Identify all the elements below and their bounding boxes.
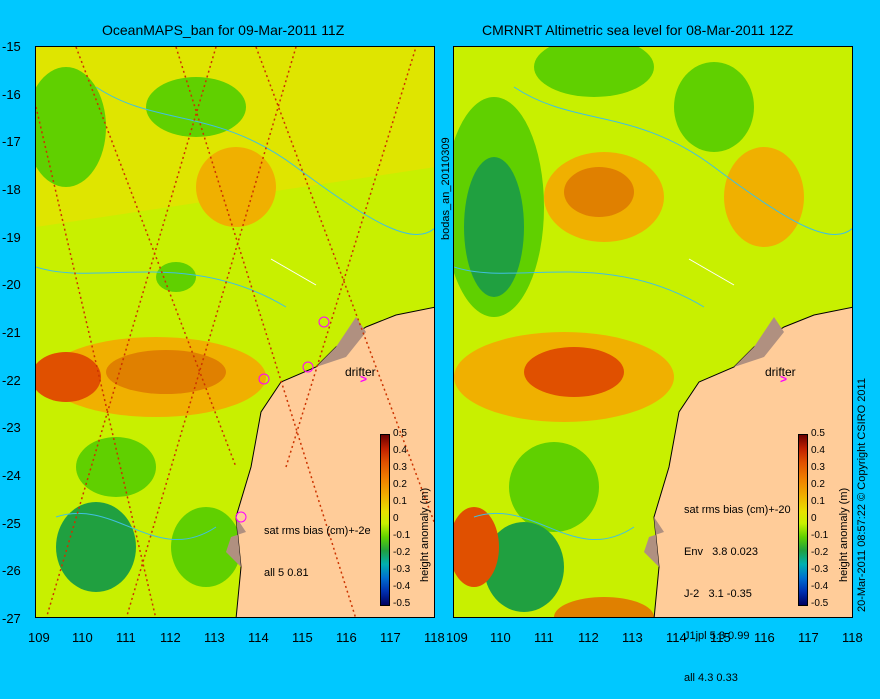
- lon-tick-left: 114: [248, 630, 269, 645]
- left-map-title: OceanMAPS_ban for 09-Mar-2011 11Z: [102, 22, 345, 38]
- left-colorbar-tick: 0.2: [393, 479, 407, 490]
- right-map-svg: [454, 47, 852, 617]
- right-colorbar-label: height anomaly (m): [838, 487, 850, 582]
- left-colorbar-tick: 0: [393, 513, 399, 524]
- right-map-title: CMRNRT Altimetric sea level for 08-Mar-2…: [482, 22, 794, 38]
- lat-tick: -23: [2, 420, 21, 435]
- lon-tick-right: 116: [754, 630, 775, 645]
- left-colorbar-tick: -0.4: [393, 581, 411, 592]
- lon-tick-right: 109: [446, 630, 468, 645]
- right-map-panel: [453, 46, 853, 618]
- copyright-label: 20-Mar-2011 08:57:22 © Copyright CSIRO 2…: [856, 378, 868, 612]
- left-colorbar-tick: 0.1: [393, 496, 407, 507]
- right-stats: sat rms bias (cm)+-20 Env 3.8 0.023 J-2 …: [684, 475, 791, 699]
- right-colorbar-tick: 0: [811, 513, 817, 524]
- left-colorbar-label: height anomaly (m): [419, 487, 431, 582]
- right-colorbar-tick: 0.5: [811, 428, 825, 439]
- lon-tick-left: 115: [292, 630, 313, 645]
- lat-tick: -19: [2, 230, 21, 245]
- lat-tick: -15: [2, 39, 21, 54]
- left-map-svg: [36, 47, 434, 617]
- right-colorbar: [798, 434, 808, 606]
- left-drifter-marker: >: [360, 372, 368, 386]
- analysis-id-label: bodas_an_20110309: [440, 137, 452, 240]
- lon-tick-right: 115: [710, 630, 731, 645]
- right-colorbar-tick: 0.3: [811, 462, 825, 473]
- lon-tick-left: 113: [204, 630, 225, 645]
- lon-tick-right: 118: [842, 630, 863, 645]
- right-stats-line: sat rms bias (cm)+-20: [684, 504, 791, 516]
- lat-tick: -21: [2, 325, 21, 340]
- lat-tick: -25: [2, 516, 21, 531]
- left-map-panel: [35, 46, 435, 618]
- lat-tick: -24: [2, 468, 21, 483]
- left-colorbar-tick: 0.4: [393, 445, 407, 456]
- right-stats-line: J-2 3.1 -0.35: [684, 588, 752, 600]
- lat-tick: -26: [2, 563, 21, 578]
- right-colorbar-tick: 0.2: [811, 479, 825, 490]
- left-colorbar-tick: -0.2: [393, 547, 411, 558]
- right-drifter-marker: >: [780, 372, 788, 386]
- right-stats-line: Env 3.8 0.023: [684, 546, 758, 558]
- lat-tick: -27: [2, 611, 21, 626]
- lat-tick: -17: [2, 134, 21, 149]
- left-colorbar-tick: -0.3: [393, 564, 411, 575]
- lon-tick-right: 111: [534, 630, 554, 645]
- lon-tick-left: 116: [336, 630, 357, 645]
- right-colorbar-tick: 0.4: [811, 445, 825, 456]
- right-colorbar-tick: -0.2: [811, 547, 829, 558]
- right-colorbar-tick: -0.4: [811, 581, 829, 592]
- left-stats-line: sat rms bias (cm)+-2e: [264, 525, 371, 537]
- left-stats: sat rms bias (cm)+-2e all 5 0.81: [264, 496, 371, 594]
- right-drifter-label: drifter: [765, 365, 796, 379]
- lon-tick-left: 118: [424, 630, 445, 645]
- right-colorbar-tick: 0.1: [811, 496, 825, 507]
- right-colorbar-tick: -0.3: [811, 564, 829, 575]
- left-colorbar-tick: -0.1: [393, 530, 411, 541]
- lat-tick: -16: [2, 87, 21, 102]
- lat-tick: -22: [2, 373, 21, 388]
- left-colorbar-tick: 0.3: [393, 462, 407, 473]
- lon-tick-right: 110: [490, 630, 511, 645]
- right-colorbar-tick: -0.5: [811, 598, 829, 609]
- lon-tick-right: 113: [622, 630, 643, 645]
- lon-tick-left: 109: [28, 630, 50, 645]
- lon-tick-left: 112: [160, 630, 181, 645]
- left-drifter-label: drifter: [345, 365, 376, 379]
- left-colorbar: [380, 434, 390, 606]
- lon-tick-left: 111: [116, 630, 136, 645]
- right-stats-line: J1jpl 5.3 0.99: [684, 630, 750, 642]
- lon-tick-right: 117: [798, 630, 819, 645]
- left-stats-line: all 5 0.81: [264, 567, 309, 579]
- lon-tick-right: 114: [666, 630, 687, 645]
- lat-tick: -20: [2, 277, 21, 292]
- left-colorbar-tick: 0.5: [393, 428, 407, 439]
- lat-tick: -18: [2, 182, 21, 197]
- lon-tick-left: 117: [380, 630, 401, 645]
- left-colorbar-tick: -0.5: [393, 598, 411, 609]
- right-colorbar-tick: -0.1: [811, 530, 829, 541]
- lon-tick-right: 112: [578, 630, 599, 645]
- right-stats-line: all 4.3 0.33: [684, 672, 738, 684]
- lon-tick-left: 110: [72, 630, 93, 645]
